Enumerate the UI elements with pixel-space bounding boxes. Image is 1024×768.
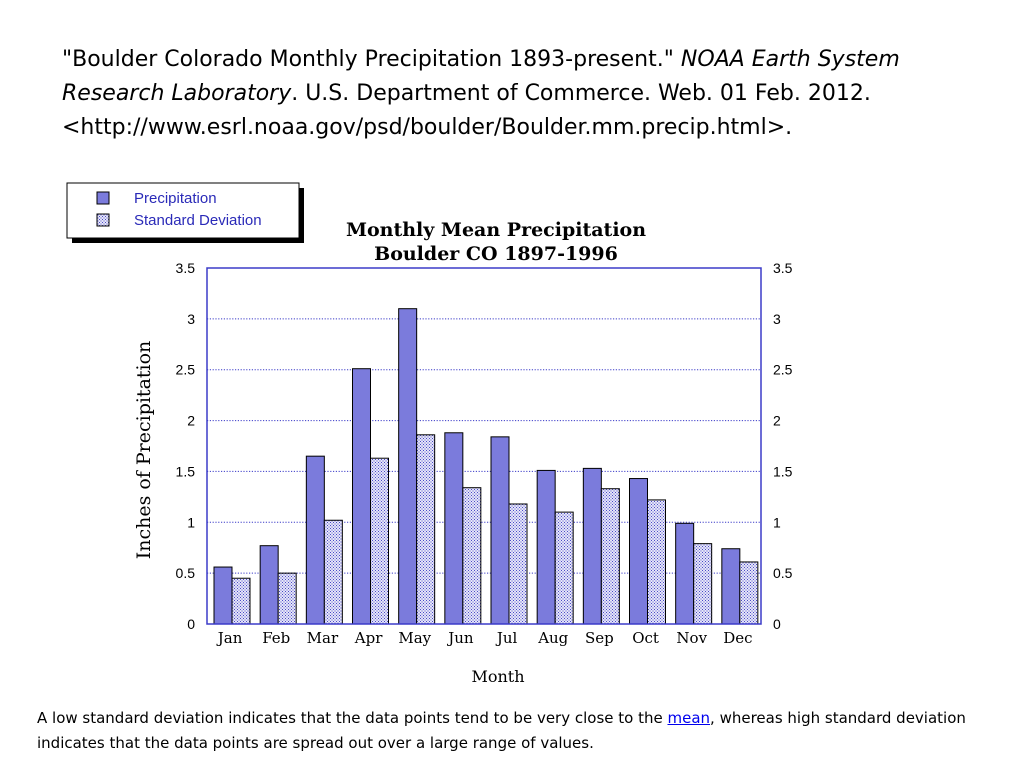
std-dev-bar [739,561,759,625]
x-tick-label: Dec [723,629,752,647]
legend-swatch-std-dev [96,213,110,227]
plot-background [207,268,761,624]
x-tick-label: Jun [446,629,474,647]
mean-link[interactable]: mean [667,709,711,727]
precipitation-bar [352,368,371,625]
y-tick-label-left: 2 [187,413,195,429]
y-tick-label-left: 3 [187,311,195,327]
x-axis-label: Month [471,667,524,686]
x-tick-label: Jan [216,629,243,647]
caption: A low standard deviation indicates that … [37,706,997,756]
x-tick-label: Feb [262,629,290,647]
x-tick-label: Nov [676,629,707,647]
caption-text-end: , whereas high standard deviation indica… [37,709,966,752]
x-tick-label: Mar [307,629,339,647]
std-dev-bar [554,511,574,625]
chart-legend: Precipitation Standard Deviation [66,182,304,243]
x-tick-label: Sep [585,629,614,647]
plot-area: 0 0 0.5 0.5 1 1 1.5 1.5 2 2 2.5 2.5 3 3 3.5 3.5 Jan Feb Ma… [176,260,793,647]
y-tick-label-left: 1.5 [176,463,196,479]
std-dev-bar [600,488,620,625]
precipitation-bar [675,522,695,625]
y-tick-label-left: 1 [187,514,195,530]
std-dev-bar [508,503,528,625]
std-dev-bar [647,499,666,625]
x-tick-label: Aug [537,629,568,647]
chart-subtitle: Boulder CO 1897-1996 [374,243,618,265]
legend-label: Precipitation [134,190,217,207]
precipitation-bar [490,436,510,625]
precipitation-bar [305,455,325,625]
citation-text: "Boulder Colorado Monthly Precipitation … [62,47,681,72]
std-dev-bar [370,457,389,625]
precipitation-bar [721,548,741,625]
precipitation-bar [536,469,556,625]
precipitation-bar [259,545,279,625]
std-dev-bar [693,543,713,625]
y-tick-label-right: 0.5 [773,565,793,581]
std-dev-bar [277,572,297,625]
y-tick-label-right: 2 [773,413,781,429]
legend-label: Standard Deviation [134,212,262,229]
y-tick-label-right: 3 [773,311,781,327]
std-dev-bar [323,519,343,625]
y-tick-label-left: 3.5 [176,260,196,276]
y-tick-label-right: 0 [773,616,781,632]
y-tick-label-right: 1 [773,514,781,530]
x-tick-label: Oct [632,629,659,647]
y-tick-label-right: 2.5 [773,362,793,378]
x-tick-label: Apr [354,629,383,647]
x-tick-label: May [398,629,431,647]
legend-swatch-precipitation [96,191,110,205]
precipitation-bar [398,308,418,625]
x-tick-label: Jul [495,629,518,647]
y-tick-label-right: 1.5 [773,463,793,479]
precipitation-bar [582,467,602,625]
std-dev-bar [462,487,482,625]
precipitation-bar [444,432,464,625]
y-tick-label-left: 2.5 [176,362,196,378]
precipitation-bar [213,566,233,625]
y-tick-label-left: 0.5 [176,565,196,581]
precipitation-chart: Precipitation Standard Deviation Monthly … [66,182,793,686]
citation: "Boulder Colorado Monthly Precipitation … [62,43,962,145]
std-dev-bar [416,434,436,625]
citation-details: . U.S. Department of Commerce. Web. 01 F… [62,81,871,140]
precipitation-bar [629,478,648,625]
chart-title: Monthly Mean Precipitation [346,219,646,241]
plot-frame [206,267,762,625]
citation-source: NOAA Earth System Research Laboratory [62,47,900,106]
y-axis-label: Inches of Precipitation [133,341,155,560]
y-tick-label-right: 3.5 [773,260,793,276]
y-tick-label-left: 0 [187,616,195,632]
caption-text-start: A low standard deviation indicates that … [37,709,668,727]
std-dev-bar [231,577,251,625]
